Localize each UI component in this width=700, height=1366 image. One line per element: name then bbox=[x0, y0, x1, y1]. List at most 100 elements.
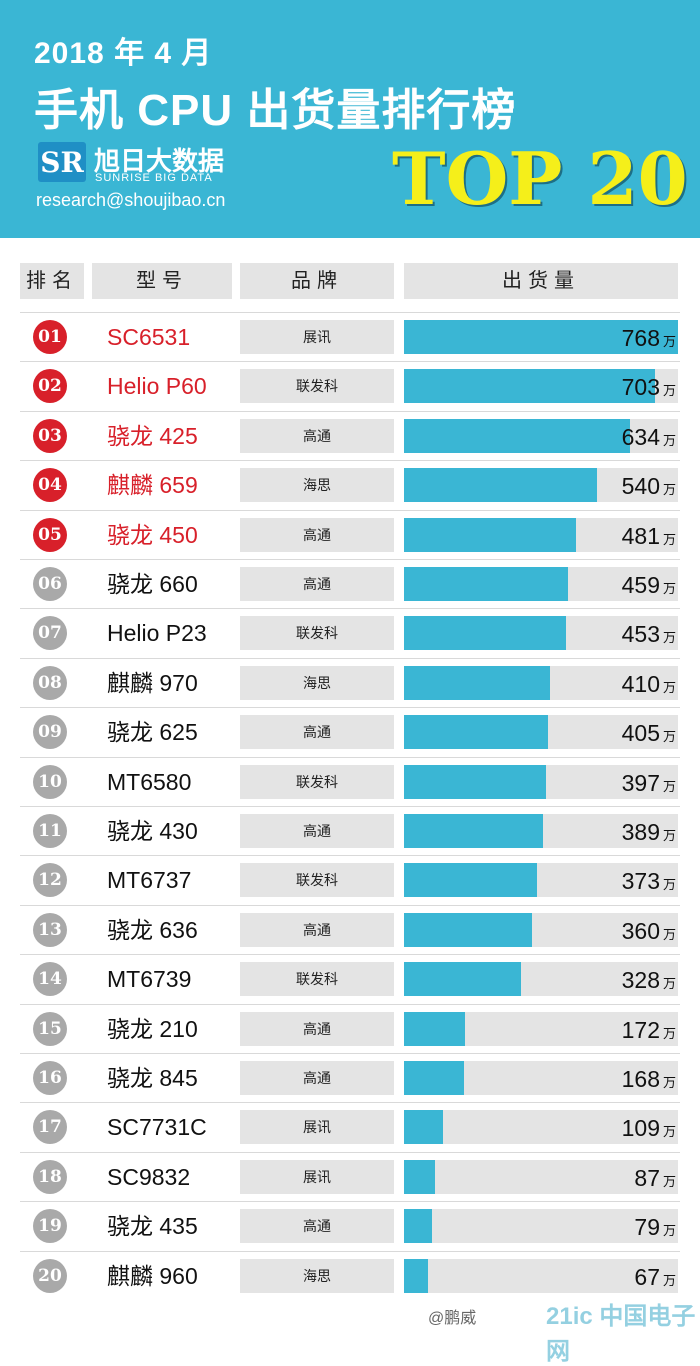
unit-label: 万 bbox=[663, 877, 677, 892]
row-divider bbox=[20, 510, 680, 511]
unit-label: 万 bbox=[663, 927, 677, 942]
brand-label: 高通 bbox=[240, 814, 394, 848]
model-label: 骁龙 435 bbox=[107, 1213, 198, 1239]
contact-email: research@shoujibao.cn bbox=[36, 190, 226, 210]
row-divider bbox=[20, 1004, 680, 1005]
unit-label: 万 bbox=[663, 433, 677, 448]
rank-badge: 04 bbox=[33, 468, 67, 502]
shipment-bar bbox=[404, 765, 546, 799]
row-divider bbox=[20, 806, 680, 807]
unit-label: 万 bbox=[663, 630, 677, 645]
header-banner: 2018 年 4 月 手机 CPU 出货量排行榜 SR 旭日大数据 SUNRIS… bbox=[0, 0, 700, 238]
logo-letters: SR bbox=[40, 146, 84, 179]
shipment-bar bbox=[404, 419, 630, 453]
shipment-value: 373 bbox=[621, 868, 660, 894]
bar-track bbox=[404, 1259, 678, 1293]
rank-badge: 09 bbox=[33, 715, 67, 749]
rank-badge: 13 bbox=[33, 913, 67, 947]
model-label: 麒麟 659 bbox=[107, 472, 198, 498]
model-label: 骁龙 430 bbox=[107, 818, 198, 844]
unit-label: 万 bbox=[663, 1075, 677, 1090]
model-label: Helio P60 bbox=[107, 373, 207, 399]
model-label: SC6531 bbox=[107, 324, 191, 350]
rank-badge: 05 bbox=[33, 518, 67, 552]
shipment-value: 768 bbox=[621, 325, 660, 351]
shipment-bar bbox=[404, 1061, 464, 1095]
column-header-rank: 排名 bbox=[20, 263, 84, 299]
unit-label: 万 bbox=[663, 581, 677, 596]
shipment-bar bbox=[404, 666, 550, 700]
brand-label: 联发科 bbox=[240, 369, 394, 403]
unit-label: 万 bbox=[663, 1026, 677, 1041]
unit-label: 万 bbox=[663, 532, 677, 547]
row-divider bbox=[20, 608, 680, 609]
rank-badge: 02 bbox=[33, 369, 67, 403]
model-label: SC9832 bbox=[107, 1164, 191, 1190]
rank-badge: 01 bbox=[33, 320, 67, 354]
shipment-bar bbox=[404, 369, 655, 403]
shipment-value: 328 bbox=[621, 967, 660, 993]
brand-name-en: SUNRISE BIG DATA bbox=[95, 172, 213, 184]
rank-badge: 06 bbox=[33, 567, 67, 601]
brand-label: 海思 bbox=[240, 468, 394, 502]
row-divider bbox=[20, 905, 680, 906]
shipment-bar bbox=[404, 1259, 428, 1293]
brand-label: 高通 bbox=[240, 913, 394, 947]
shipment-bar bbox=[404, 616, 566, 650]
rank-badge: 16 bbox=[33, 1061, 67, 1095]
sunrise-logo-icon: SR bbox=[38, 142, 86, 182]
rank-badge: 08 bbox=[33, 666, 67, 700]
rank-badge: 15 bbox=[33, 1012, 67, 1046]
shipment-bar bbox=[404, 1160, 435, 1194]
unit-label: 万 bbox=[663, 334, 677, 349]
date-line: 2018 年 4 月 bbox=[34, 37, 213, 70]
weibo-watermark: @鹏威 bbox=[428, 1310, 477, 1327]
shipment-bar bbox=[404, 468, 597, 502]
rank-badge: 17 bbox=[33, 1110, 67, 1144]
rank-badge: 11 bbox=[33, 814, 67, 848]
model-label: 骁龙 636 bbox=[107, 917, 198, 943]
shipment-bar bbox=[404, 863, 537, 897]
brand-label: 展讯 bbox=[240, 1110, 394, 1144]
shipment-value: 453 bbox=[621, 621, 660, 647]
model-label: SC7731C bbox=[107, 1114, 207, 1140]
row-divider bbox=[20, 361, 680, 362]
row-divider bbox=[20, 559, 680, 560]
shipment-value: 540 bbox=[621, 473, 660, 499]
rank-badge: 07 bbox=[33, 616, 67, 650]
row-divider bbox=[20, 855, 680, 856]
unit-label: 万 bbox=[663, 1223, 677, 1238]
shipment-value: 459 bbox=[621, 572, 660, 598]
row-divider bbox=[20, 658, 680, 659]
brand-label: 高通 bbox=[240, 518, 394, 552]
model-label: 骁龙 625 bbox=[107, 719, 198, 745]
brand-label: 联发科 bbox=[240, 616, 394, 650]
page-title: 手机 CPU 出货量排行榜 bbox=[34, 86, 517, 135]
brand-label: 高通 bbox=[240, 1209, 394, 1243]
bar-track bbox=[404, 1110, 678, 1144]
shipment-value: 405 bbox=[621, 720, 660, 746]
shipment-bar bbox=[404, 962, 521, 996]
shipment-bar bbox=[404, 913, 532, 947]
model-label: Helio P23 bbox=[107, 620, 207, 646]
unit-label: 万 bbox=[663, 383, 677, 398]
shipment-value: 168 bbox=[621, 1066, 660, 1092]
shipment-value: 67 bbox=[634, 1264, 660, 1290]
shipment-value: 397 bbox=[621, 770, 660, 796]
unit-label: 万 bbox=[663, 729, 677, 744]
rank-badge: 14 bbox=[33, 962, 67, 996]
shipment-value: 481 bbox=[621, 523, 660, 549]
unit-label: 万 bbox=[663, 1273, 677, 1288]
row-divider bbox=[20, 1152, 680, 1153]
brand-label: 高通 bbox=[240, 1061, 394, 1095]
model-label: MT6739 bbox=[107, 966, 192, 992]
unit-label: 万 bbox=[663, 482, 677, 497]
shipment-bar bbox=[404, 715, 548, 749]
shipment-value: 634 bbox=[621, 424, 660, 450]
unit-label: 万 bbox=[663, 680, 677, 695]
shipment-bar bbox=[404, 814, 543, 848]
row-divider bbox=[20, 411, 680, 412]
rank-badge: 20 bbox=[33, 1259, 67, 1293]
brand-label: 高通 bbox=[240, 567, 394, 601]
row-divider bbox=[20, 757, 680, 758]
